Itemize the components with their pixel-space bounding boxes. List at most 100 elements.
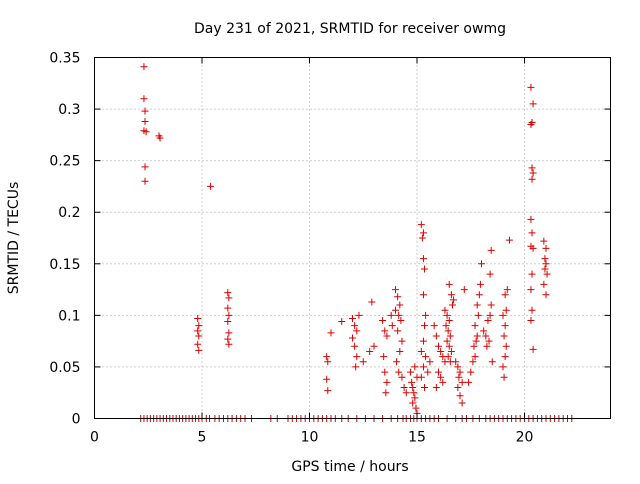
data-point	[407, 368, 415, 376]
y-tick-label: 0.15	[49, 257, 80, 273]
data-point	[224, 289, 232, 297]
data-point	[421, 322, 429, 330]
data-point	[528, 229, 536, 237]
data-point	[444, 353, 452, 361]
data-point	[439, 378, 447, 386]
data-point	[421, 265, 429, 273]
data-point	[419, 337, 427, 345]
data-point	[465, 378, 473, 386]
data-point	[383, 332, 391, 340]
data-point	[400, 384, 408, 392]
data-point	[381, 368, 389, 376]
x-tick-label: 10	[301, 430, 319, 446]
data-point	[486, 270, 494, 278]
data-point	[353, 327, 361, 335]
x-tick-label: 20	[516, 430, 534, 446]
data-point	[411, 363, 419, 371]
data-point	[527, 215, 535, 223]
data-point	[445, 280, 453, 288]
data-point	[352, 363, 360, 371]
data-point	[470, 342, 478, 350]
data-point	[450, 296, 458, 304]
data-point	[395, 311, 403, 319]
data-point	[392, 286, 399, 294]
data-point	[426, 358, 434, 366]
data-point	[323, 375, 331, 383]
data-point	[379, 317, 387, 325]
y-tick-label: 0.3	[58, 102, 80, 118]
data-point	[543, 270, 551, 278]
data-point	[370, 342, 378, 350]
data-point	[487, 246, 495, 254]
data-point	[351, 342, 359, 350]
data-point	[394, 293, 402, 301]
data-point	[529, 345, 537, 353]
data-point	[430, 322, 438, 330]
data-point	[383, 378, 391, 386]
data-point	[454, 384, 462, 392]
data-point	[207, 182, 215, 190]
x-tick-label: 5	[198, 430, 207, 446]
data-point	[225, 294, 233, 302]
data-point	[529, 100, 537, 108]
data-point	[194, 327, 202, 335]
data-point	[448, 301, 456, 309]
data-point	[437, 373, 445, 381]
data-point	[442, 322, 450, 330]
y-tick-label: 0.25	[49, 154, 80, 170]
y-tick-label: 0.05	[49, 360, 80, 376]
data-point	[501, 353, 509, 361]
data-point	[396, 301, 404, 309]
data-point	[458, 399, 466, 407]
data-point	[224, 318, 232, 326]
data-point	[528, 270, 536, 278]
data-point	[443, 337, 451, 345]
data-point	[483, 342, 491, 350]
data-point	[418, 234, 426, 242]
data-point	[541, 265, 549, 273]
data-point	[541, 255, 549, 263]
data-point	[501, 291, 509, 299]
data-point	[393, 358, 401, 366]
data-point	[141, 107, 149, 115]
data-point	[502, 342, 510, 350]
data-point	[387, 311, 395, 319]
data-point	[445, 342, 453, 350]
data-point	[505, 236, 513, 244]
data-point	[458, 378, 466, 386]
data-point	[527, 121, 535, 129]
axis-ticks: 0 5 10 15 20 0 0.05 0.1 0.15 0.2 0.25 0.3 0.35	[49, 51, 611, 446]
data-point	[419, 291, 427, 299]
data-point	[194, 340, 202, 348]
data-point	[349, 334, 356, 342]
data-point	[467, 368, 475, 376]
data-point	[528, 306, 536, 314]
data-point	[527, 286, 535, 294]
data-point	[417, 347, 425, 355]
plot-area-border	[94, 57, 611, 419]
data-point	[437, 347, 445, 355]
data-point	[398, 373, 406, 381]
data-point	[349, 314, 356, 322]
data-point	[388, 322, 396, 330]
data-point	[500, 332, 508, 340]
data-point	[324, 358, 332, 366]
data-point	[351, 322, 359, 330]
data-points	[137, 63, 576, 422]
data-point	[409, 399, 417, 407]
data-point	[486, 311, 494, 319]
y-tick-label: 0.2	[58, 205, 80, 221]
data-point	[409, 384, 417, 392]
data-point	[501, 322, 509, 330]
data-point	[381, 327, 389, 335]
y-tick-label: 0.35	[49, 51, 80, 67]
data-point	[472, 337, 480, 345]
data-point	[452, 358, 460, 366]
data-point	[395, 368, 403, 376]
data-point	[443, 311, 451, 319]
data-point	[417, 373, 425, 381]
data-point	[194, 314, 202, 322]
data-point	[380, 353, 388, 361]
x-tick-label: 0	[90, 430, 99, 446]
